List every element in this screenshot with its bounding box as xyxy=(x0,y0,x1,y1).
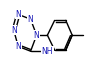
Text: N: N xyxy=(15,42,21,51)
Text: N: N xyxy=(15,10,21,19)
Text: N: N xyxy=(11,26,17,35)
Text: N: N xyxy=(28,15,34,24)
Text: NH: NH xyxy=(42,47,53,56)
Text: N: N xyxy=(34,31,39,40)
